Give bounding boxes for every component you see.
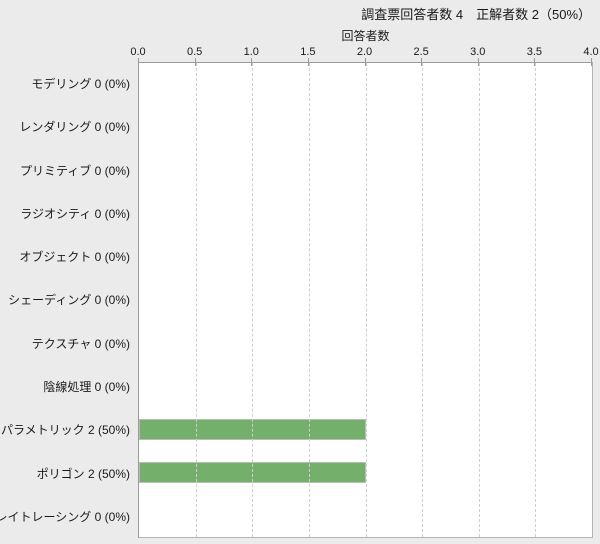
gridline [308, 63, 310, 537]
chart-title: 調査票回答者数 4 正解者数 2（50%） [361, 7, 591, 22]
category-label: パラメトリック 2 (50%) [1, 423, 130, 438]
plot-inner [138, 58, 592, 537]
category-label: プリミティブ 0 (0%) [20, 163, 130, 178]
tick-mark [591, 58, 592, 66]
category-label: オブジェクト 0 (0%) [19, 250, 130, 265]
x-axis-tick-label: 2.5 [413, 46, 429, 58]
gridline [478, 63, 480, 537]
x-axis-tick-label: 3.0 [470, 46, 486, 58]
tick-mark [251, 58, 253, 66]
gridline [535, 63, 537, 537]
category-label: 陰線処理 0 (0%) [43, 379, 130, 394]
category-label: レンダリング 0 (0%) [19, 120, 130, 135]
x-axis-tick-label: 0.0 [130, 46, 146, 58]
category-label: モデリング 0 (0%) [31, 77, 130, 92]
gridline [252, 63, 254, 537]
category-label: レイトレーシング 0 (0%) [0, 509, 130, 524]
gridline [195, 63, 197, 537]
tick-mark [364, 58, 366, 66]
x-axis-title: 回答者数 [341, 29, 390, 43]
category-label: ラジオシティ 0 (0%) [20, 206, 130, 221]
tick-mark [307, 58, 309, 66]
category-label: シェーディング 0 (0%) [8, 293, 130, 308]
x-axis: 0.0 0.5 1.0 1.5 2.0 2.5 3.0 3.5 4.0 [130, 46, 598, 59]
gridline [365, 63, 367, 537]
tick-mark [477, 58, 479, 66]
plot-area [138, 58, 593, 538]
gridline [422, 63, 424, 537]
x-axis-tick-label: 2.0 [356, 46, 373, 58]
category-label: ポリゴン 2 (50%) [36, 466, 130, 481]
x-axis-tick-label: 1.5 [300, 46, 316, 58]
tick-mark [534, 58, 536, 66]
x-axis-tick-label: 0.5 [186, 46, 203, 58]
tick-mark [194, 58, 196, 66]
x-axis-tick-label: 3.5 [526, 46, 543, 58]
x-axis-tick-label: 1.0 [243, 46, 259, 58]
tick-mark [138, 58, 139, 66]
y-axis: モデリング 0 (0%) レンダリング 0 (0%) プリミティブ 0 (0%) ラジ… [0, 62, 130, 538]
tick-mark [421, 58, 423, 66]
category-label: テクスチャ 0 (0%) [31, 336, 130, 351]
x-axis-tick-label: 4.0 [583, 46, 599, 58]
